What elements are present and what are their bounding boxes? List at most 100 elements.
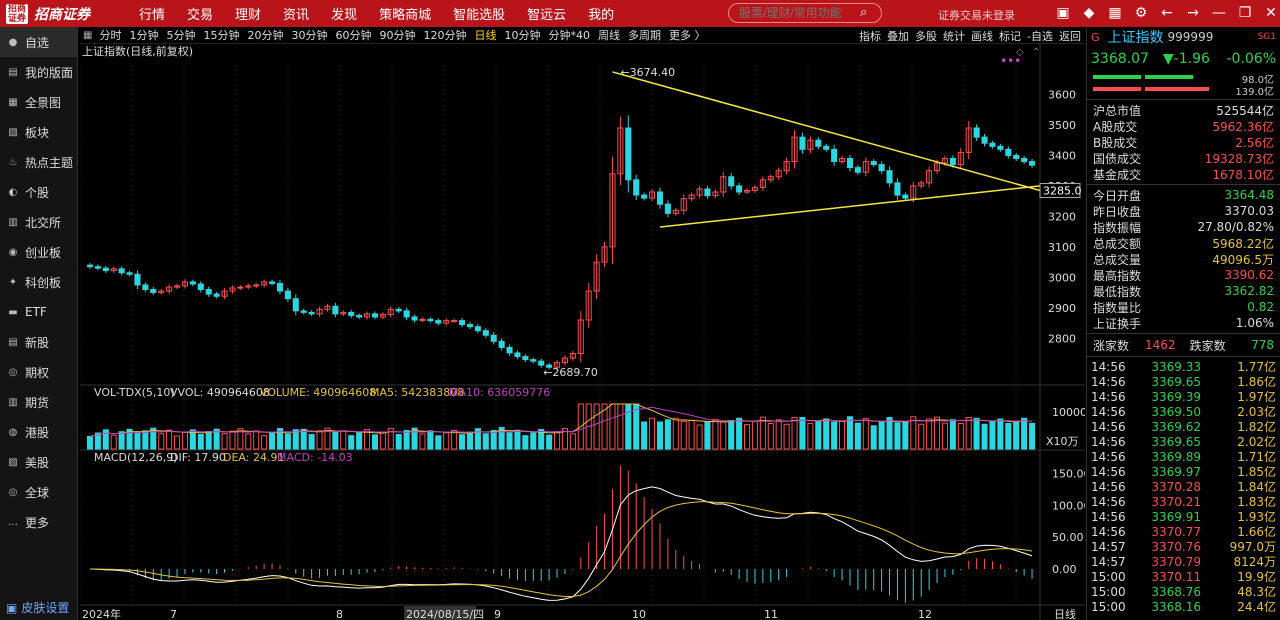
period-tab-6[interactable]: 60分钟 — [335, 29, 372, 42]
nav-item-1[interactable]: 交易 — [187, 8, 214, 23]
candle-body — [949, 157, 956, 166]
buy-bar-b — [1145, 75, 1193, 79]
candle-body — [823, 145, 830, 150]
candle-body — [86, 264, 93, 268]
period-tab-10[interactable]: 10分钟 — [504, 29, 541, 42]
nav-item-5[interactable]: 策略商城 — [379, 8, 432, 23]
tick-time: 14:56 — [1091, 479, 1126, 494]
layout-grid-icon[interactable]: ▦ — [83, 29, 93, 41]
search-icon[interactable]: ⌕ — [860, 5, 868, 20]
tick-amount: 2.03亿 — [1237, 405, 1276, 419]
candle-body — [364, 313, 371, 318]
sidebar-item-7[interactable]: ◉ 创业板 — [0, 237, 77, 267]
tool-button-3[interactable]: 统计 — [943, 29, 965, 43]
tool-button-7[interactable]: 返回 — [1058, 29, 1081, 43]
kline-chart-area[interactable]: 上证指数(日线,前复权)2800290030003100320033003400… — [80, 44, 1085, 620]
volume-bar — [973, 417, 980, 450]
nav-item-8[interactable]: 我的 — [588, 8, 615, 23]
period-tab-13[interactable]: 多周期 — [627, 29, 661, 42]
volume-bar — [102, 429, 109, 450]
sidebar-item-16[interactable]: … 更多 — [0, 507, 77, 537]
calendar-icon[interactable]: ▣ — [1056, 5, 1070, 21]
tick-amount: 1.93亿 — [1237, 510, 1276, 524]
candle-body — [696, 188, 703, 196]
period-tab-12[interactable]: 周线 — [597, 29, 620, 42]
sidebar-item-13[interactable]: ◍ 港股 — [0, 417, 77, 447]
tools-bar: 指标 叠加 多股 统计 画线 标记 -自选 返回 — [856, 27, 1084, 44]
volume-bar — [189, 429, 196, 450]
sidebar-item-0[interactable]: ● 自选 — [0, 27, 77, 57]
macd-y-tick: 50.00 — [1052, 531, 1084, 544]
chart-title: 上证指数(日线,前复权) — [82, 44, 193, 58]
candle-body — [918, 182, 925, 187]
forward-icon[interactable]: → — [1187, 5, 1199, 21]
macd-y-tick: 150.00 — [1052, 468, 1085, 481]
period-tab-3[interactable]: 15分钟 — [203, 29, 240, 42]
gear-icon[interactable]: ⚙ — [1134, 5, 1148, 21]
tool-button-4[interactable]: 画线 — [971, 29, 993, 43]
tick-row: 14:57 3370.79 8124万 — [1087, 554, 1280, 570]
period-tab-14[interactable]: 更多 〉 — [668, 29, 706, 42]
search-input[interactable] — [728, 3, 882, 23]
sidebar-item-8[interactable]: ✦ 科创板 — [0, 267, 77, 297]
period-tab-9[interactable]: 日线 — [474, 29, 497, 42]
tool-button-0[interactable]: 指标 — [859, 29, 881, 43]
nav-item-6[interactable]: 智能选股 — [453, 8, 506, 23]
close-icon[interactable]: ✕ — [1265, 5, 1277, 21]
sidebar-item-14[interactable]: ▨ 美股 — [0, 447, 77, 477]
turnover-label: 国债成交 — [1093, 151, 1142, 166]
volume-bar — [308, 434, 315, 450]
stat-row: 总成交量 49096.5万 — [1087, 251, 1280, 267]
period-tab-8[interactable]: 120分钟 — [423, 29, 467, 42]
candle-body — [633, 179, 640, 196]
nav-item-4[interactable]: 发现 — [331, 8, 358, 23]
skin-settings-button[interactable]: ▣ 皮肤设置 — [0, 599, 78, 616]
stat-label: 今日开盘 — [1093, 188, 1142, 203]
period-tab-7[interactable]: 90分钟 — [379, 29, 416, 42]
box-icon[interactable]: ▦ — [1108, 5, 1122, 21]
tick-row: 14:56 3370.28 1.84亿 — [1087, 479, 1280, 495]
minimize-icon[interactable]: — — [1212, 5, 1226, 21]
restore-icon[interactable]: ❐ — [1238, 5, 1252, 21]
tool-button-1[interactable]: 叠加 — [887, 29, 909, 43]
kline-chart[interactable]: 上证指数(日线,前复权)2800290030003100320033003400… — [80, 44, 1085, 620]
sidebar-item-15[interactable]: ◎ 全球 — [0, 477, 77, 507]
period-tab-2[interactable]: 5分钟 — [166, 29, 196, 42]
nav-item-2[interactable]: 理财 — [235, 8, 262, 23]
nav-item-7[interactable]: 智远云 — [527, 8, 567, 23]
sidebar-item-11[interactable]: ◎ 期权 — [0, 357, 77, 387]
period-tab-11[interactable]: 分钟*40 — [548, 29, 590, 42]
volume-bar — [609, 403, 616, 450]
tick-amount: 24.4亿 — [1237, 600, 1276, 614]
sidebar-item-5[interactable]: ◐ 个股 — [0, 177, 77, 207]
tick-time: 15:00 — [1091, 599, 1126, 614]
candle-body — [846, 157, 853, 169]
tick-row: 14:56 3369.97 1.85亿 — [1087, 464, 1280, 480]
sidebar-item-10[interactable]: ▤ 新股 — [0, 327, 77, 357]
sidebar-item-2[interactable]: ▦ 全景图 — [0, 87, 77, 117]
account-status[interactable]: 证券交易未登录 — [938, 9, 1015, 22]
tool-button-2[interactable]: 多股 — [915, 29, 937, 43]
app-icon[interactable]: ◆ — [1083, 5, 1095, 21]
back-icon[interactable]: ← — [1161, 5, 1173, 21]
sidebar-item-9[interactable]: ▬ ETF — [0, 297, 77, 327]
period-tab-5[interactable]: 30分钟 — [291, 29, 328, 42]
sidebar-item-6[interactable]: ▥ 北交所 — [0, 207, 77, 237]
divider — [1087, 356, 1280, 357]
sidebar-item-4[interactable]: ♨ 热点主题 — [0, 147, 77, 177]
candle-body — [482, 330, 489, 336]
ma10-label: MA10: 636059776 — [449, 386, 550, 399]
tool-button-6[interactable]: -自选 — [1027, 29, 1053, 43]
nav-item-3[interactable]: 资讯 — [283, 8, 310, 23]
nav-item-0[interactable]: 行情 — [139, 8, 166, 23]
candle-body — [664, 203, 671, 214]
sidebar-item-3[interactable]: ▧ 板块 — [0, 117, 77, 147]
sidebar-item-12[interactable]: ▥ 期货 — [0, 387, 77, 417]
period-tab-0[interactable]: 分时 — [99, 29, 122, 42]
sidebar-item-1[interactable]: ▤ 我的版面 — [0, 57, 77, 87]
tool-button-5[interactable]: 标记 — [999, 29, 1021, 43]
volume-bar — [783, 423, 790, 450]
tick-list[interactable]: 14:56 3369.33 1.77亿 14:56 3369.65 1.86亿 14:56 3… — [1087, 359, 1280, 615]
period-tab-1[interactable]: 1分钟 — [129, 29, 159, 42]
period-tab-4[interactable]: 20分钟 — [247, 29, 284, 42]
